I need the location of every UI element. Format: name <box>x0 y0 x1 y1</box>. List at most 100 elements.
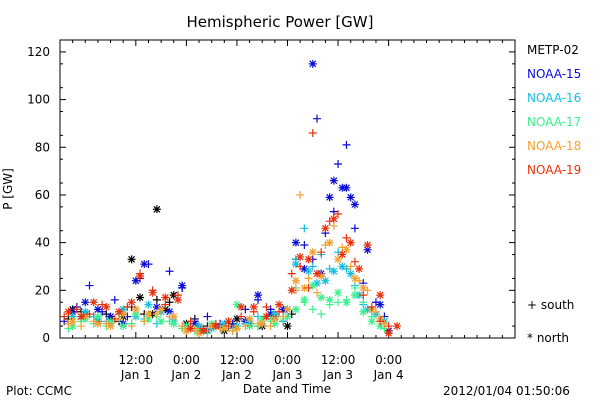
series-noaa-15 <box>60 59 393 335</box>
data-point-north <box>77 312 86 321</box>
data-point-north <box>359 307 368 316</box>
x-tick-label-day: Jan 4 <box>373 368 404 382</box>
y-axis-label: P [GW] <box>1 168 15 210</box>
x-tick-label-time: 0:00 <box>173 353 200 367</box>
data-point-north <box>68 312 77 321</box>
data-point-north <box>296 252 305 261</box>
data-point-north <box>270 319 279 328</box>
data-point-north <box>245 322 254 331</box>
data-point-south <box>296 190 305 199</box>
legend-item-noaa-19: NOAA-19 <box>527 163 582 177</box>
y-axis: 0 20 40 60 80 100 120 <box>27 45 515 345</box>
data-point-north <box>157 317 166 326</box>
legend-item-noaa-15: NOAA-15 <box>527 67 582 81</box>
data-point-north <box>68 307 77 316</box>
data-point-south <box>266 322 275 331</box>
data-point-north <box>93 312 102 321</box>
data-point-north <box>131 276 140 285</box>
data-point-south <box>308 305 317 314</box>
data-point-north <box>304 267 313 276</box>
data-point-south <box>350 224 359 233</box>
data-point-south <box>60 312 69 321</box>
data-point-south <box>350 257 359 266</box>
data-point-south <box>334 210 343 219</box>
data-point-south <box>312 288 321 297</box>
data-point-north <box>186 324 195 333</box>
data-point-north <box>68 322 77 331</box>
data-point-north <box>342 183 351 192</box>
data-point-south <box>317 248 326 257</box>
data-point-north <box>275 300 284 309</box>
data-point-south <box>77 322 86 331</box>
data-point-north <box>291 260 300 269</box>
data-point-north <box>178 281 187 290</box>
data-point-north <box>232 324 241 333</box>
data-point-north <box>68 317 77 326</box>
data-point-south <box>384 322 393 331</box>
y-tick-label: 20 <box>35 283 50 297</box>
data-point-north <box>346 269 355 278</box>
data-point-north <box>165 307 174 316</box>
data-point-south <box>376 317 385 326</box>
data-point-north <box>334 255 343 264</box>
data-point-north <box>220 319 229 328</box>
plot-area <box>59 39 516 339</box>
data-point-north <box>266 310 275 319</box>
chart-title: Hemispheric Power [GW] <box>187 13 374 31</box>
data-point-south <box>186 317 195 326</box>
data-point-south <box>72 305 81 314</box>
x-tick-label-time: 12:00 <box>119 353 154 367</box>
data-point-north <box>199 326 208 335</box>
timestamp: 2012/01/04 01:50:06 <box>443 384 570 398</box>
data-point-north <box>338 262 347 271</box>
data-point-south <box>123 303 132 312</box>
data-point-north <box>249 303 258 312</box>
data-point-north <box>89 298 98 307</box>
data-point-north <box>169 319 178 328</box>
data-point-north <box>367 317 376 326</box>
data-point-north <box>317 293 326 302</box>
legend-item-noaa-18: NOAA-18 <box>527 139 582 153</box>
data-point-south <box>110 295 119 304</box>
data-point-north <box>81 312 90 321</box>
data-point-north <box>376 291 385 300</box>
data-point-north <box>220 324 229 333</box>
data-point-north <box>393 322 402 331</box>
data-point-south <box>317 310 326 319</box>
data-point-south <box>203 312 212 321</box>
data-point-north <box>342 245 351 254</box>
data-point-south <box>127 322 136 331</box>
data-point-south <box>380 319 389 328</box>
data-point-north <box>182 322 191 331</box>
data-point-south <box>165 298 174 307</box>
data-point-north <box>195 322 204 331</box>
data-point-north <box>321 224 330 233</box>
y-tick-label: 80 <box>35 140 50 154</box>
x-tick-label-day: Jan 1 <box>120 368 151 382</box>
data-point-north <box>283 305 292 314</box>
data-point-south <box>296 262 305 271</box>
data-point-north <box>106 317 115 326</box>
data-point-north <box>350 274 359 283</box>
data-point-south <box>300 241 309 250</box>
data-point-south <box>110 314 119 323</box>
data-point-north <box>304 255 313 264</box>
data-point-north <box>148 288 157 297</box>
data-point-north <box>270 314 279 323</box>
y-tick-label: 0 <box>42 331 50 345</box>
data-point-south <box>152 295 161 304</box>
data-point-north <box>262 312 271 321</box>
data-point-north <box>190 319 199 328</box>
data-point-south <box>275 307 284 316</box>
data-point-north <box>355 291 364 300</box>
data-point-north <box>140 260 149 269</box>
data-point-north <box>329 214 338 223</box>
data-point-north <box>342 298 351 307</box>
data-point-south <box>359 291 368 300</box>
data-point-north <box>127 298 136 307</box>
data-point-north <box>173 295 182 304</box>
data-point-north <box>161 293 170 302</box>
